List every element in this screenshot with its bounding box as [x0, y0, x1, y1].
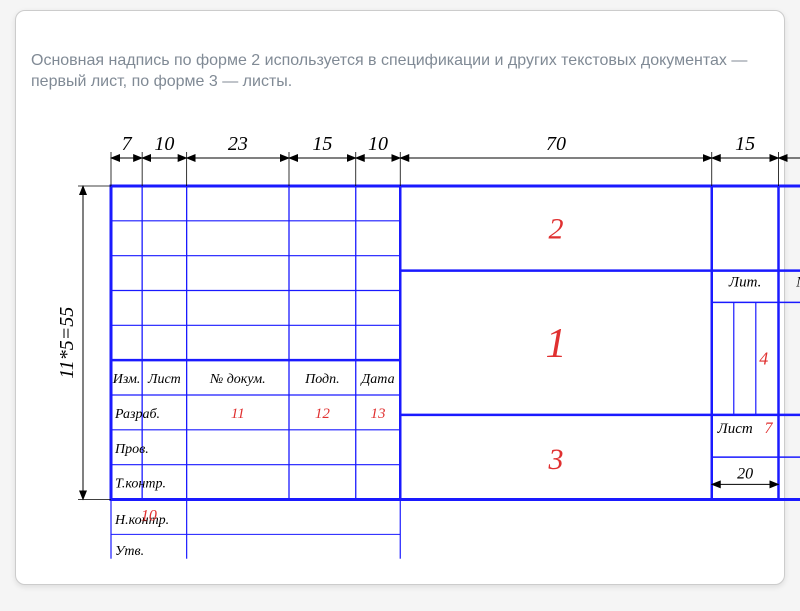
card: Основная надпись по форме 2 используется…: [15, 10, 785, 585]
svg-text:11: 11: [231, 406, 245, 422]
dim-top-15: 15: [735, 133, 755, 155]
svg-text:Подп.: Подп.: [304, 372, 340, 387]
svg-text:Дата: Дата: [359, 372, 394, 387]
zone-2: 2: [549, 212, 564, 245]
svg-text:4: 4: [759, 349, 768, 369]
dim-left: 11*5=55: [56, 307, 78, 379]
svg-text:10: 10: [141, 508, 157, 525]
svg-text:Лист: Лист: [147, 372, 181, 387]
svg-text:Лит.: Лит.: [728, 275, 761, 291]
diagram-svg: 71023151070151711*5=55Изм.Лист№ докум.По…: [16, 11, 800, 611]
zone-3: 3: [548, 443, 564, 476]
dim-top-10: 10: [368, 133, 388, 155]
outer-frame: [111, 186, 800, 500]
zone-1: 1: [546, 321, 567, 367]
svg-text:Пров.: Пров.: [114, 442, 149, 457]
svg-text:Т.контр.: Т.контр.: [115, 477, 166, 492]
dim-top-23: 23: [228, 133, 248, 155]
dim-top-10: 10: [154, 133, 174, 155]
svg-text:Изм.: Изм.: [112, 372, 141, 387]
svg-text:Разраб.: Разраб.: [114, 407, 160, 422]
dim-top-70: 70: [546, 133, 566, 155]
svg-text:№ докум.: № докум.: [209, 372, 266, 387]
svg-text:13: 13: [371, 406, 386, 422]
dim-top-7: 7: [122, 133, 133, 155]
svg-text:12: 12: [315, 406, 331, 422]
svg-text:7: 7: [765, 420, 774, 437]
svg-text:Масса: Масса: [795, 275, 800, 291]
svg-text:20: 20: [737, 465, 753, 482]
svg-text:Утв.: Утв.: [115, 544, 144, 559]
svg-text:Лист: Лист: [717, 421, 753, 437]
dim-top-15: 15: [312, 133, 332, 155]
